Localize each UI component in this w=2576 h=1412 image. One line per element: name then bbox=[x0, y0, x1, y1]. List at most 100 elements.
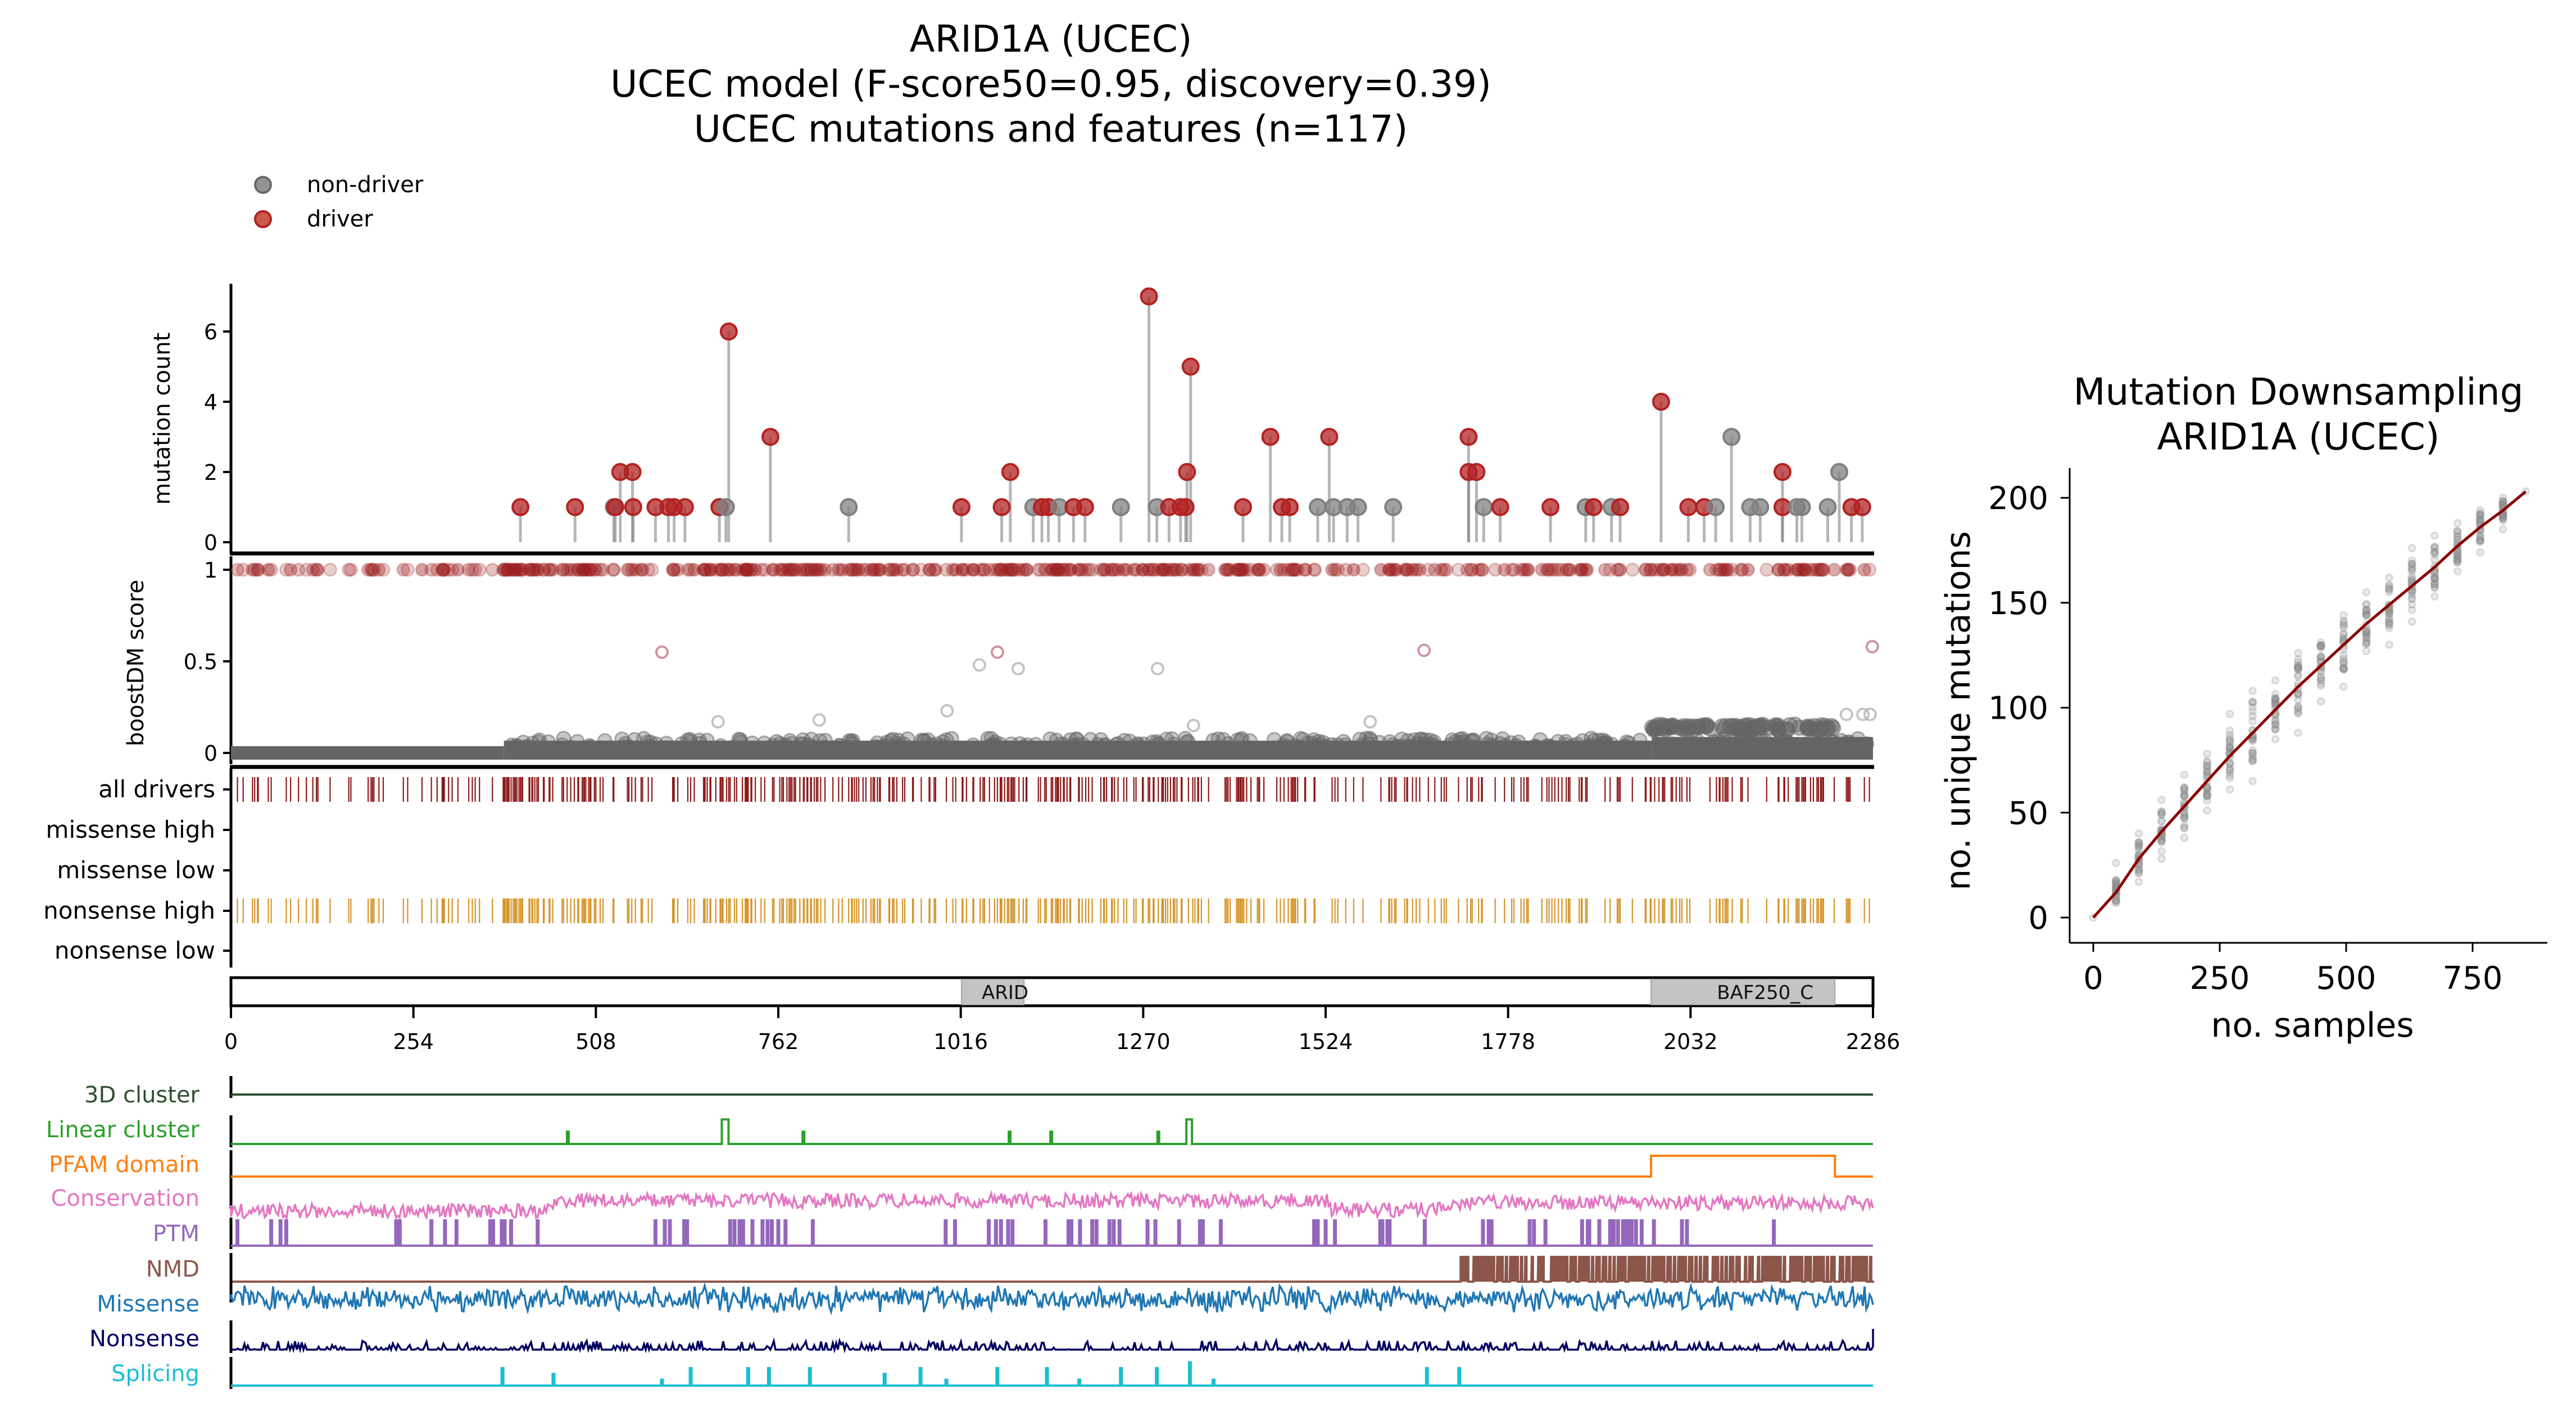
downsampling-point bbox=[2203, 750, 2211, 759]
downsampling-point bbox=[2225, 759, 2234, 768]
boostdm-low-point bbox=[823, 741, 839, 756]
downsampling-point bbox=[2271, 676, 2280, 685]
boostdm-driver-point bbox=[1759, 562, 1774, 577]
driver-point bbox=[1467, 463, 1486, 481]
downsampling-x-label: no. samples bbox=[2211, 1006, 2414, 1045]
boostdm-driver-point bbox=[1031, 562, 1046, 577]
boostdm-driver-point bbox=[624, 562, 639, 577]
boostdm-driver-point bbox=[709, 562, 723, 577]
downsampling-point bbox=[2476, 516, 2484, 525]
boostdm-low-point bbox=[1503, 735, 1519, 751]
boostdm-driver-point bbox=[1045, 562, 1060, 577]
legend: non-driver driver bbox=[254, 172, 424, 232]
boostdm-driver-point bbox=[713, 562, 727, 577]
boostdm-driver-point bbox=[472, 562, 487, 577]
boostdm-driver-point bbox=[1097, 562, 1112, 577]
downsampling-point bbox=[2385, 613, 2393, 622]
driver-track-label: all drivers bbox=[98, 775, 215, 803]
driver-point bbox=[1652, 393, 1670, 411]
driver-point bbox=[1853, 498, 1871, 516]
boostdm-driver-point bbox=[666, 562, 681, 577]
boostdm-driver-point bbox=[990, 562, 1005, 577]
boostdm-driver-point bbox=[513, 562, 528, 577]
boostdm-driver-point bbox=[606, 562, 621, 577]
boostdm-driver-point bbox=[787, 562, 801, 577]
boostdm-driver-point bbox=[716, 562, 731, 577]
driver-point bbox=[1178, 463, 1196, 481]
boostdm-driver-point bbox=[1233, 562, 1248, 577]
boostdm-driver-point bbox=[1287, 562, 1302, 577]
driver-track-labels: all drivers missense high missense low nons… bbox=[43, 775, 231, 964]
downsampling-point bbox=[2385, 624, 2393, 633]
downsampling-point bbox=[2134, 878, 2143, 887]
boostdm-driver-point bbox=[741, 562, 755, 577]
x-tick-label: 1524 bbox=[1299, 1029, 1353, 1054]
legend-marker-non-driver bbox=[254, 176, 272, 194]
boostdm-low-point bbox=[504, 737, 520, 753]
boostdm-driver-point bbox=[261, 562, 275, 577]
feature-track-splicing bbox=[231, 1361, 1873, 1387]
title-line-3: UCEC mutations and features (n=117) bbox=[694, 107, 1408, 151]
boostdm-driver-point bbox=[997, 562, 1012, 577]
downsampling-point bbox=[2225, 737, 2234, 746]
boostdm-driver-point bbox=[264, 562, 279, 577]
boostdm-low-point bbox=[1295, 732, 1311, 747]
driver-point bbox=[1541, 498, 1560, 516]
boostdm-driver-point bbox=[810, 562, 825, 577]
boostdm-band-point bbox=[1817, 718, 1834, 734]
boostdm-driver-point bbox=[343, 562, 358, 577]
driver-point bbox=[1261, 428, 1280, 446]
boostdm-low-point bbox=[935, 738, 950, 753]
boostdm-driver-point bbox=[872, 562, 887, 577]
boostdm-driver-point bbox=[887, 562, 901, 577]
boostdm-low-point bbox=[965, 737, 981, 753]
boostdm-driver-point bbox=[1000, 562, 1015, 577]
boostdm-driver-point bbox=[809, 562, 824, 577]
boostdm-low-point bbox=[1177, 730, 1193, 746]
domain-panel: ARID BAF250_C 0 254 508 762 1016 1270 1524 1778 2… bbox=[224, 976, 1900, 1054]
boostdm-band-point bbox=[1799, 718, 1816, 735]
downsampling-point bbox=[2339, 682, 2348, 691]
boostdm-low-point bbox=[541, 734, 556, 750]
boostdm-driver-point bbox=[774, 562, 789, 577]
boostdm-low-point bbox=[1003, 736, 1019, 752]
boostdm-driver-point bbox=[376, 562, 391, 577]
boostdm-band-point bbox=[1713, 718, 1730, 735]
boostdm-driver-point bbox=[575, 562, 589, 577]
boostdm-driver-point bbox=[1012, 562, 1026, 577]
downsampling-y-tick-label: 100 bbox=[1988, 691, 2048, 727]
boostdm-driver-point bbox=[946, 562, 960, 577]
boostdm-driver-point bbox=[530, 562, 545, 577]
boostdm-driver-point bbox=[1050, 562, 1065, 577]
boostdm-driver-point bbox=[1580, 562, 1594, 577]
boostdm-low-point bbox=[1234, 731, 1250, 747]
boostdm-driver-point bbox=[1273, 562, 1287, 577]
boostdm-low-point bbox=[643, 734, 659, 750]
boostdm-driver-point bbox=[583, 562, 598, 577]
boostdm-driver-point bbox=[361, 562, 375, 577]
boostdm-driver-point bbox=[323, 562, 337, 577]
boostdm-driver-point bbox=[714, 562, 728, 577]
downsampling-point bbox=[2407, 574, 2416, 583]
driver-track-label: missense low bbox=[57, 856, 215, 884]
boostdm-driver-point bbox=[976, 562, 990, 577]
driver-point bbox=[1140, 287, 1158, 306]
boostdm-driver-point bbox=[415, 562, 429, 577]
downsampling-point bbox=[2134, 838, 2143, 847]
feature-track-pfam-domain bbox=[231, 1155, 1873, 1178]
boostdm-driver-point bbox=[485, 562, 500, 577]
boostdm-driver-point bbox=[1174, 562, 1189, 577]
boostdm-driver-point bbox=[1862, 562, 1877, 577]
boostdm-driver-point bbox=[560, 562, 574, 577]
downsampling-point bbox=[2294, 702, 2302, 711]
boostdm-driver-point bbox=[528, 562, 542, 577]
lollipop-heads bbox=[511, 287, 1871, 516]
boostdm-driver-point bbox=[501, 562, 515, 577]
downsampling-point bbox=[2476, 536, 2484, 545]
feature-label: Conservation bbox=[51, 1186, 199, 1211]
boostdm-driver-point bbox=[1156, 562, 1171, 577]
boostdm-driver-point bbox=[738, 562, 752, 577]
boostdm-low-point bbox=[1144, 734, 1160, 750]
boostdm-driver-point bbox=[1081, 562, 1096, 577]
